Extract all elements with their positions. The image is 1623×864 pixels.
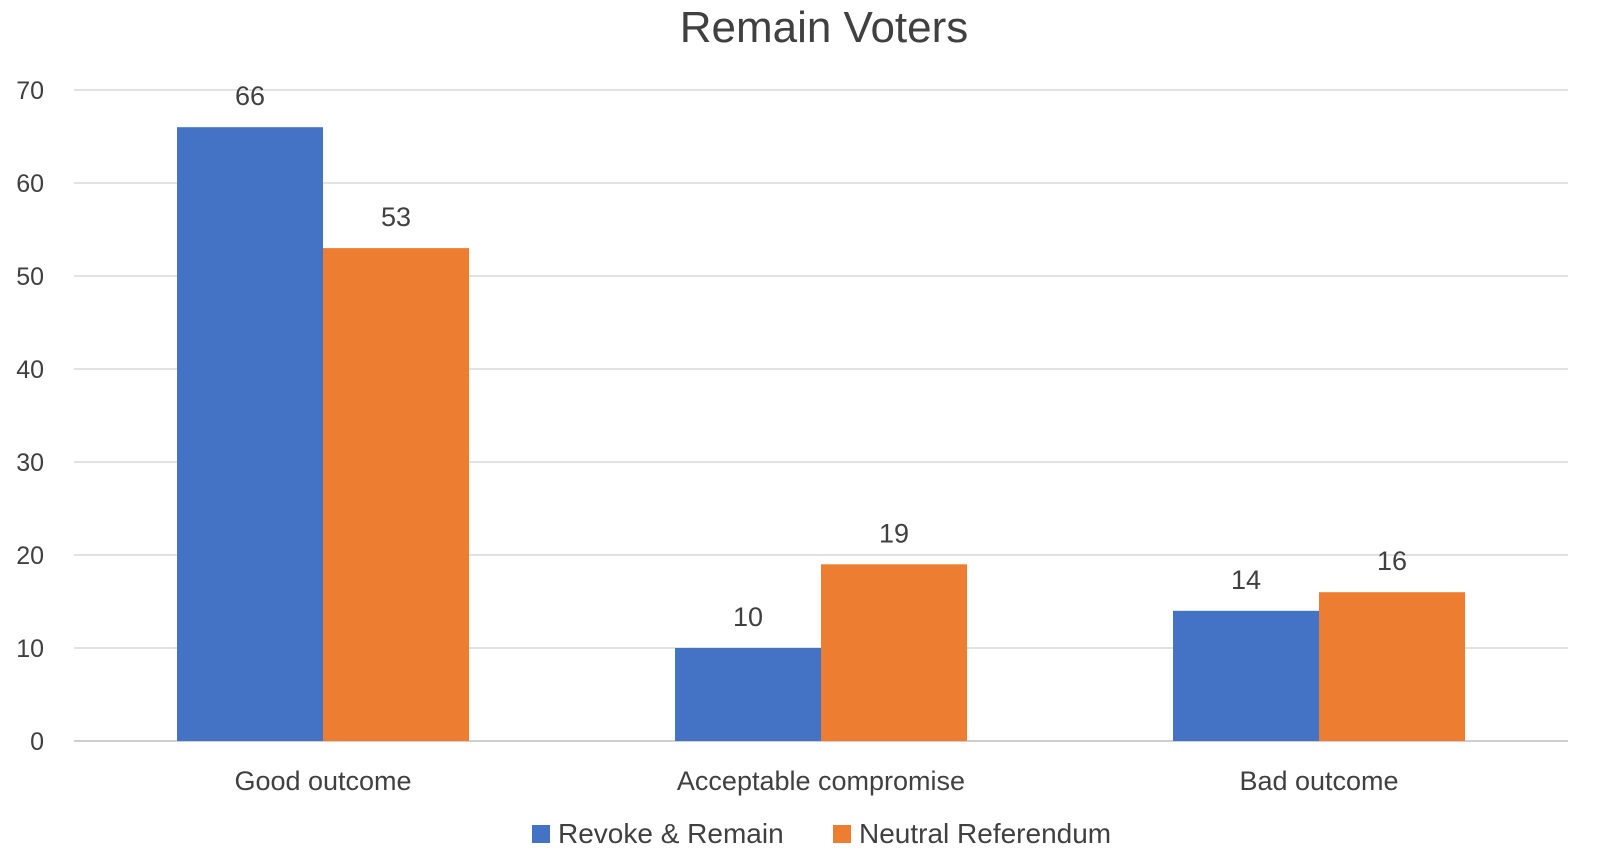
data-label: 10 bbox=[733, 602, 763, 632]
bar-neutral-referendum bbox=[323, 248, 469, 741]
x-category-label: Bad outcome bbox=[1239, 766, 1398, 796]
y-tick-label: 70 bbox=[16, 77, 44, 105]
data-labels: 66 53 10 19 14 16 bbox=[235, 81, 1407, 632]
legend-label: Neutral Referendum bbox=[859, 818, 1111, 849]
bar-neutral-referendum bbox=[1319, 592, 1465, 741]
bar-neutral-referendum bbox=[821, 564, 967, 741]
data-label: 16 bbox=[1377, 546, 1407, 576]
bar-revoke-remain bbox=[675, 648, 821, 741]
legend-swatch bbox=[532, 825, 550, 843]
y-tick-label: 30 bbox=[16, 449, 44, 477]
x-category-label: Good outcome bbox=[234, 766, 411, 796]
chart-title: Remain Voters bbox=[680, 3, 969, 52]
bar-revoke-remain bbox=[177, 127, 323, 741]
bar-revoke-remain bbox=[1173, 610, 1319, 741]
y-axis-ticks: 0 10 20 30 40 50 60 70 bbox=[16, 77, 44, 756]
y-tick-label: 0 bbox=[30, 728, 44, 756]
data-label: 19 bbox=[879, 518, 909, 548]
y-tick-label: 10 bbox=[16, 635, 44, 663]
legend: Revoke & Remain Neutral Referendum bbox=[532, 818, 1111, 849]
data-label: 66 bbox=[235, 81, 265, 111]
y-tick-label: 40 bbox=[16, 356, 44, 384]
data-label: 14 bbox=[1231, 565, 1261, 595]
bars bbox=[177, 127, 1465, 741]
y-tick-label: 50 bbox=[16, 263, 44, 291]
x-axis-categories: Good outcome Acceptable compromise Bad out… bbox=[234, 766, 1398, 796]
y-tick-label: 20 bbox=[16, 542, 44, 570]
data-label: 53 bbox=[381, 202, 411, 232]
legend-swatch bbox=[833, 825, 851, 843]
x-category-label: Acceptable compromise bbox=[677, 766, 965, 796]
y-tick-label: 60 bbox=[16, 170, 44, 198]
legend-label: Revoke & Remain bbox=[558, 818, 784, 849]
